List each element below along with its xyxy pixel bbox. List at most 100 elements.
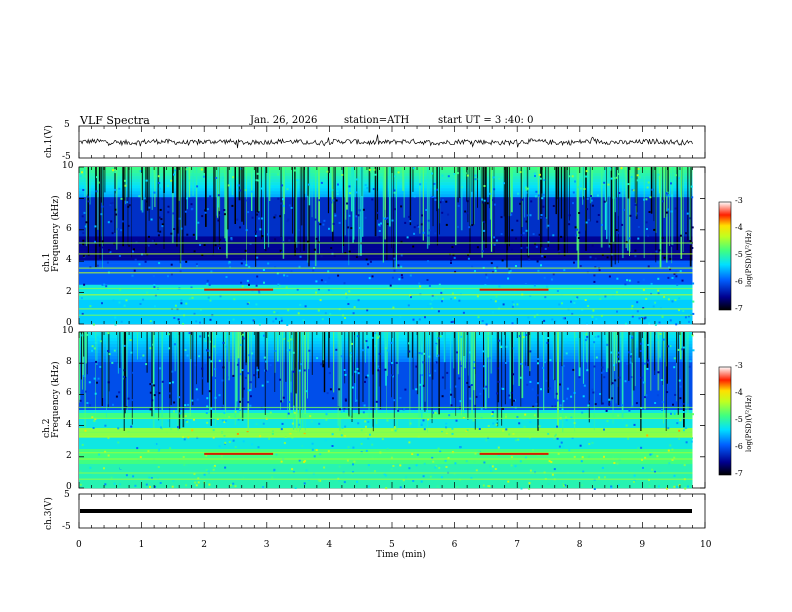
spectrogram-cell <box>192 233 195 236</box>
spectrogram-cell <box>476 246 479 249</box>
spectrogram-cell <box>173 401 176 404</box>
spectrogram-cell <box>688 217 691 220</box>
spectrogram-cell <box>224 441 227 444</box>
spectrogram-cell <box>525 229 528 232</box>
spectrogram-cell <box>528 487 531 490</box>
sferic-streak <box>97 167 99 230</box>
transmitter-line <box>79 253 693 255</box>
spectrogram-cell <box>551 318 554 321</box>
spectrogram-cell <box>438 283 441 286</box>
spectrogram-cell <box>415 365 418 368</box>
spectrogram-cell <box>429 302 432 305</box>
sferic-streak <box>555 167 558 200</box>
spectrogram-cell <box>167 211 170 214</box>
spectrogram-cell <box>661 237 664 239</box>
spectrogram-cell <box>647 344 650 346</box>
spectrogram-cell <box>581 456 584 459</box>
spectrogram-cell <box>208 283 211 286</box>
sferic-streak <box>169 332 171 399</box>
spectrogram-cell <box>385 487 388 490</box>
spectrogram-cell <box>658 321 661 324</box>
spectrogram-cell <box>594 257 597 260</box>
spectrogram-cell <box>511 305 514 308</box>
spectrogram-cell <box>667 208 669 211</box>
spectrogram-cell <box>405 453 407 455</box>
spectrogram-cell <box>158 262 161 265</box>
spectrogram-cell <box>121 220 124 223</box>
spectrogram-cell <box>370 170 373 173</box>
spectrogram-cell <box>673 474 676 477</box>
spectrogram-cell <box>88 381 91 384</box>
sferic-streak <box>466 167 467 202</box>
spectrogram-cell <box>577 186 580 189</box>
sferic-streak <box>578 332 581 377</box>
sferic-streak <box>280 332 281 410</box>
spectrogram-cell <box>646 228 648 230</box>
spectrogram-cell <box>603 200 606 203</box>
transmitter-line <box>79 478 693 480</box>
sferic-streak <box>346 167 348 210</box>
sferic-streak <box>354 332 356 384</box>
sferic-streak <box>247 332 249 431</box>
spectrogram-cell <box>281 251 284 254</box>
spectrogram-cell <box>529 436 531 439</box>
spectrogram-cell <box>602 370 605 373</box>
sferic-streak <box>497 332 499 403</box>
ch1-spectrogram-panel <box>78 166 706 326</box>
spectrogram-cell <box>212 466 215 469</box>
sferic-streak <box>123 332 125 431</box>
spectrogram-cell <box>179 412 182 415</box>
spectrogram-cell <box>301 444 304 447</box>
sferic-streak <box>236 332 238 402</box>
spectrogram-cell <box>99 365 102 368</box>
ch2-spec-ytick-label: 8 <box>66 357 72 368</box>
spectrogram-cell <box>144 260 147 263</box>
spectrogram-cell <box>265 360 268 363</box>
spectrogram-cell <box>199 244 202 246</box>
sferic-streak <box>232 332 234 376</box>
spectrogram-cell <box>540 388 542 391</box>
spectrogram-cell <box>562 317 565 320</box>
spectrogram-cell <box>169 447 172 450</box>
sferic-streak <box>121 332 123 414</box>
spectrogram-cell <box>191 296 194 299</box>
spectrogram-cell <box>474 452 477 455</box>
spectrogram-cell <box>388 167 391 170</box>
sferic-streak <box>251 167 253 211</box>
spectrogram-cell <box>451 427 454 430</box>
spectrogram-cell <box>113 349 116 352</box>
spectrogram-cell <box>601 253 604 256</box>
spectrogram-cell <box>206 349 209 352</box>
sferic-streak <box>98 167 101 247</box>
spectrogram-cell <box>134 484 137 487</box>
spectrogram-cell <box>300 363 303 366</box>
sferic-streak <box>459 167 461 198</box>
sferic-streak <box>589 167 591 222</box>
sferic-streak <box>186 167 188 210</box>
sferic-streak <box>562 332 564 433</box>
spectrogram-cell <box>412 480 415 482</box>
spectrogram-row <box>79 290 693 295</box>
spectrogram-cell <box>107 454 110 457</box>
spectrogram-cell <box>634 255 637 258</box>
spectrogram-cell <box>313 455 316 458</box>
spectrogram-cell <box>280 317 283 320</box>
spectrogram-cell <box>356 480 358 483</box>
spectrogram-cell <box>157 175 160 178</box>
sferic-streak <box>95 167 97 268</box>
spectrogram-cell <box>558 303 561 306</box>
sferic-streak <box>397 332 399 375</box>
spectrogram-row <box>79 422 693 426</box>
sferic-streak <box>333 332 335 393</box>
spectrogram-cell <box>421 352 423 355</box>
spectrogram-cell <box>280 202 283 205</box>
spectrogram-cell <box>607 183 610 186</box>
spectrogram-cell <box>528 482 531 485</box>
sferic-streak <box>217 167 219 218</box>
spectrogram-cell <box>271 430 274 433</box>
ch1-colorbar-tick-label: -5 <box>735 250 743 259</box>
spectrogram-row <box>79 314 693 319</box>
spectrogram-cell <box>585 170 588 173</box>
spectrogram-cell <box>293 169 296 172</box>
sferic-streak <box>295 332 296 368</box>
